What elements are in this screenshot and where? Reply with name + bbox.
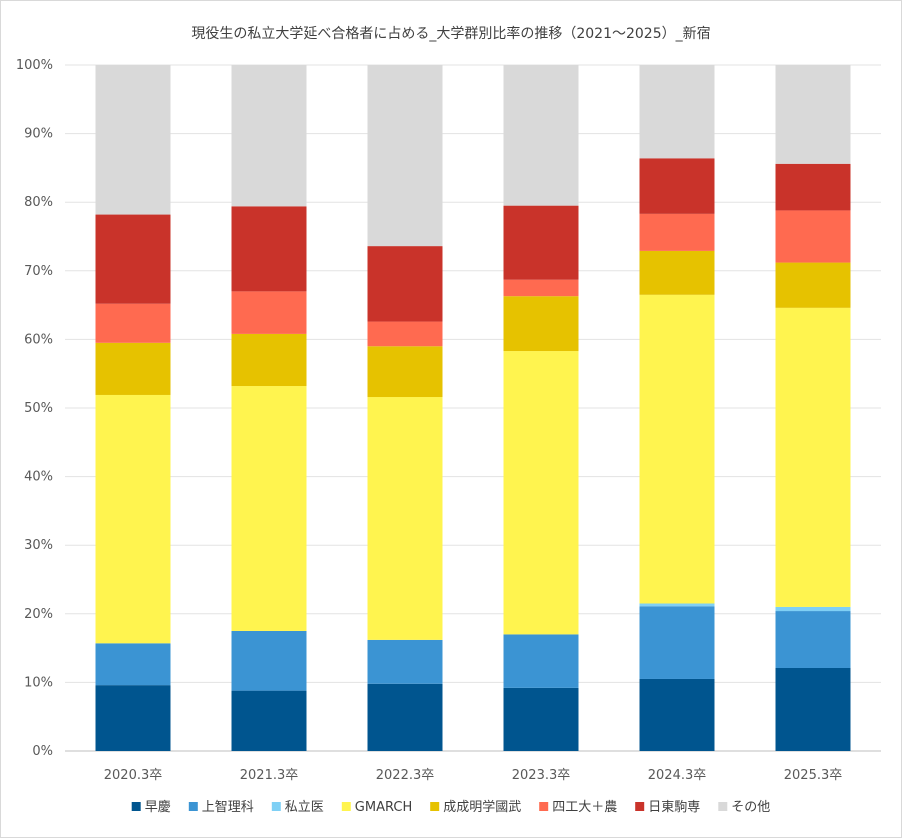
bar-segment — [503, 687, 579, 751]
y-tick-label: 100% — [16, 58, 53, 73]
y-tick-label: 40% — [24, 470, 53, 485]
bar-segment — [231, 333, 307, 387]
legend-swatch — [539, 802, 549, 811]
y-tick-label: 80% — [24, 195, 53, 210]
legend-label: 日東駒専 — [648, 799, 700, 815]
bar-segment — [639, 65, 715, 159]
y-tick-label: 50% — [24, 401, 53, 416]
chart-title: 現役生の私立大学延べ合格者に占める_大学群別比率の推移（2021～2025）_新… — [191, 25, 710, 42]
legend-label: 上智理科 — [202, 800, 254, 815]
x-tick-label: 2025.3卒 — [784, 768, 843, 783]
bar-segment — [639, 294, 715, 604]
legend-item: 成成明学國武 — [430, 799, 521, 815]
y-tick-label: 0% — [32, 744, 53, 759]
bar-segment — [367, 639, 443, 684]
y-axis: 0% 10% 20% 30% 40% 50% 60% 70% 80% 90% 100% — [16, 58, 53, 759]
legend-label: 私立医 — [285, 800, 324, 815]
legend-swatch — [341, 802, 351, 811]
bar-segment — [503, 351, 579, 635]
bar-segment — [231, 630, 307, 691]
y-tick-label: 60% — [24, 332, 53, 347]
legend-label: 早慶 — [145, 800, 171, 815]
bar-segment — [367, 397, 443, 640]
x-tick-label: 2023.3卒 — [512, 768, 571, 783]
bar-segment — [95, 303, 171, 343]
legend-swatch — [635, 802, 645, 811]
legend-item: 私立医 — [271, 800, 324, 815]
bar-segment — [503, 65, 579, 206]
bar-segment — [95, 65, 171, 215]
bar-segment — [231, 65, 307, 207]
legend-item: 早慶 — [131, 800, 171, 815]
bar-segment — [95, 685, 171, 751]
y-tick-label: 20% — [24, 607, 53, 622]
bar-segment — [775, 307, 851, 607]
y-tick-label: 90% — [24, 127, 53, 142]
legend-label: 四工大＋農 — [552, 800, 617, 815]
x-tick-label: 2021.3卒 — [240, 768, 299, 783]
y-tick-label: 10% — [24, 675, 53, 690]
gridlines — [65, 64, 881, 752]
legend-item: 四工大＋農 — [539, 800, 617, 815]
x-tick-label: 2022.3卒 — [376, 768, 435, 783]
bar-segment — [95, 643, 171, 686]
bar-segment — [775, 65, 851, 164]
legend-item: 上智理科 — [188, 800, 254, 815]
y-tick-label: 30% — [24, 538, 53, 553]
bar-segment — [231, 386, 307, 631]
bar-segment — [95, 394, 171, 644]
legend-label: 成成明学國武 — [443, 799, 521, 815]
legend-swatch — [131, 802, 141, 811]
bar-segment — [775, 611, 851, 668]
bar-segment — [775, 163, 851, 211]
bar-segment — [367, 246, 443, 322]
legend-item: その他 — [718, 800, 770, 815]
bar-segment — [775, 262, 851, 308]
x-axis: 2020.3卒 2021.3卒 2022.3卒 2023.3卒 2024.3卒 2025.… — [104, 768, 843, 783]
legend-swatch — [430, 802, 440, 811]
legend-swatch — [718, 802, 728, 811]
legend-label: GMARCH — [355, 800, 412, 815]
bar-segment — [503, 279, 579, 297]
legend-item: GMARCH — [341, 800, 412, 815]
bar-segment — [775, 667, 851, 751]
bar-segment — [95, 214, 171, 304]
bar-segment — [639, 603, 715, 607]
bar-segment — [503, 296, 579, 352]
legend-item: 日東駒専 — [635, 799, 700, 815]
bar-segment — [367, 65, 443, 247]
legend-swatch — [188, 802, 198, 811]
bar-segment — [367, 321, 443, 347]
bar-segment — [639, 250, 715, 295]
x-tick-label: 2020.3卒 — [104, 768, 163, 783]
bar-segment — [367, 346, 443, 398]
legend: 早慶 上智理科 私立医 GMARCH 成成明学國武 四工大＋農 日東駒専 その他 — [131, 799, 770, 815]
bar-segment — [231, 690, 307, 751]
bar-segment — [503, 634, 579, 688]
bar-segment — [639, 606, 715, 679]
x-tick-label: 2024.3卒 — [648, 768, 707, 783]
bar-segment — [367, 683, 443, 751]
bar-segment — [231, 206, 307, 292]
bar-segment — [639, 158, 715, 214]
bars — [95, 65, 851, 751]
bar-segment — [503, 205, 579, 280]
legend-label: その他 — [731, 800, 770, 815]
bar-segment — [639, 678, 715, 751]
legend-swatch — [271, 802, 281, 811]
y-tick-label: 70% — [24, 264, 53, 279]
bar-segment — [231, 291, 307, 334]
bar-segment — [639, 213, 715, 251]
bar-segment — [95, 342, 171, 395]
bar-segment — [775, 210, 851, 263]
bar-segment — [775, 606, 851, 612]
